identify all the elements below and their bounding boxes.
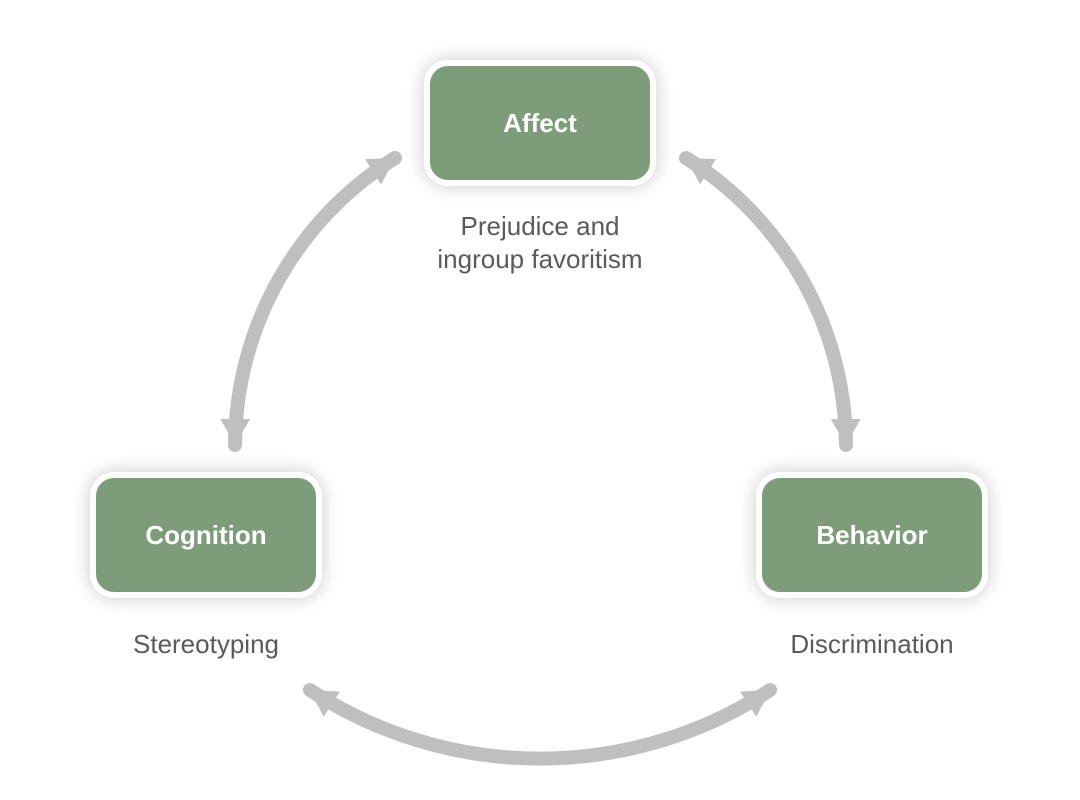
- node-affect: Affect: [424, 60, 656, 186]
- sublabel-cognition: Stereotyping: [56, 628, 356, 661]
- node-cognition: Cognition: [90, 472, 322, 598]
- node-affect-label: Affect: [503, 108, 577, 139]
- node-behavior-label: Behavior: [816, 520, 927, 551]
- node-behavior: Behavior: [756, 472, 988, 598]
- sublabel-behavior: Discrimination: [722, 628, 1022, 661]
- node-cognition-label: Cognition: [145, 520, 266, 551]
- abc-diagram: Affect Cognition Behavior Prejudice andi…: [0, 0, 1080, 800]
- sublabel-affect: Prejudice andingroup favoritism: [390, 210, 690, 275]
